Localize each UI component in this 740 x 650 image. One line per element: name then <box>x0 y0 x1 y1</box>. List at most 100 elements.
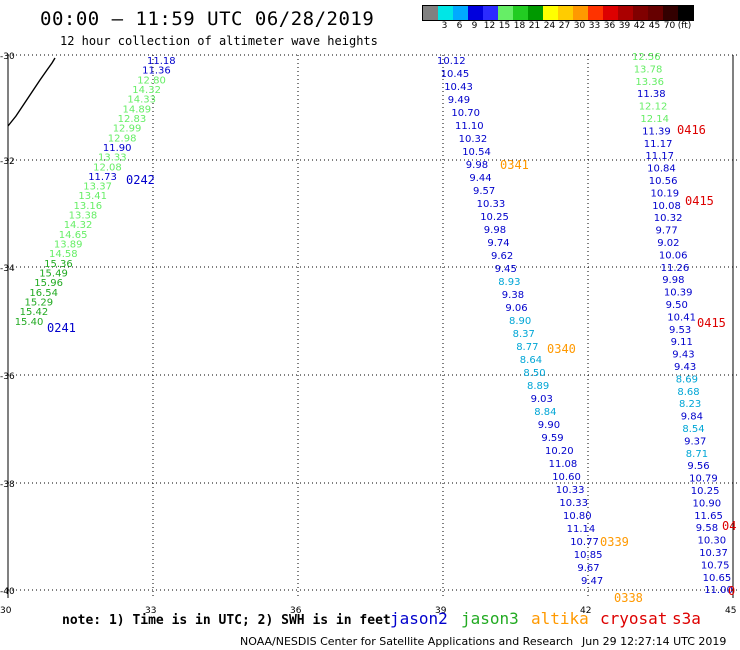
wave-height-value: 13.37 <box>83 182 112 193</box>
wave-height-value: 11.39 <box>642 126 671 137</box>
x-tick-label: 33 <box>145 606 156 616</box>
wave-height-value: 10.06 <box>659 250 688 261</box>
wave-height-value: 9.03 <box>531 394 553 405</box>
wave-height-value: 15.40 <box>15 317 44 328</box>
legend-swatch <box>528 6 543 20</box>
wave-height-value: 9.74 <box>487 238 509 249</box>
wave-height-value: 8.68 <box>677 387 699 398</box>
wave-height-value: 13.41 <box>78 191 107 202</box>
wave-height-value: 10.33 <box>559 498 588 509</box>
legend-labels: 3 6 9 12 15 18 21 24 27 30 33 36 39 42 45 70 (ft) <box>422 21 694 31</box>
legend-label: 70 <box>663 21 676 31</box>
legend-label: 9 <box>471 21 478 31</box>
wave-height-value: 8.23 <box>679 399 701 410</box>
wave-height-value: 10.80 <box>563 511 592 522</box>
satellite-legend-jason2: jason2 <box>390 609 448 628</box>
wave-height-value: 11.17 <box>644 139 673 150</box>
altimeter-tracks: 11.1811.3612.8014.3214.3314.8912.8312.99… <box>15 52 733 596</box>
wave-height-value: 8.50 <box>523 368 545 379</box>
wave-height-value: 10.54 <box>462 147 491 158</box>
wave-height-value: 9.77 <box>656 226 678 237</box>
wave-height-value: 10.08 <box>652 201 681 212</box>
wave-height-value: 15.29 <box>25 298 54 309</box>
wave-height-value: 9.43 <box>672 350 694 361</box>
wave-height-value: 10.65 <box>703 573 732 584</box>
wave-height-value: 10.45 <box>441 69 470 80</box>
footer-note: note: 1) Time is in UTC; 2) SWH is in fe… <box>62 613 391 628</box>
wave-height-value: 9.98 <box>662 275 684 286</box>
wave-height-value: 10.19 <box>651 188 680 199</box>
legend-label: 6 <box>456 21 463 31</box>
wave-height-value: 8.89 <box>527 381 549 392</box>
wave-height-value: 9.98 <box>466 160 488 171</box>
pass-time-label: 0242 <box>126 173 155 187</box>
legend-label: 18 <box>513 21 526 31</box>
legend-label: 21 <box>528 21 541 31</box>
pass-time-label: 0 <box>728 584 735 598</box>
wave-height-value: 11.10 <box>455 121 484 132</box>
wave-height-value: 9.57 <box>473 186 495 197</box>
wave-height-value: 12.12 <box>639 102 668 113</box>
wave-height-value: 11.90 <box>103 143 132 154</box>
wave-height-value: 10.41 <box>667 312 696 323</box>
wave-height-value: 8.90 <box>509 316 531 327</box>
wave-height-value: 13.78 <box>634 64 663 75</box>
pass-time-labels: 0242 0241 0341 0340 0339 0338 0416 0415 0415 04 0 <box>47 123 736 605</box>
wave-height-value: 10.56 <box>649 176 678 187</box>
legend-swatch <box>513 6 528 20</box>
wave-height-value: 12.99 <box>113 124 142 135</box>
legend-swatch <box>543 6 558 20</box>
legend-swatch <box>633 6 648 20</box>
legend-label: 27 <box>558 21 571 31</box>
legend-swatch <box>648 6 663 20</box>
wave-height-value: 8.84 <box>534 407 556 418</box>
legend-swatch <box>498 6 513 20</box>
wave-height-value: 10.84 <box>647 164 676 175</box>
wave-height-value: 11.18 <box>147 56 176 67</box>
wave-height-value: 10.43 <box>444 82 473 93</box>
legend-label: 30 <box>573 21 586 31</box>
wave-height-value: 11.08 <box>549 459 578 470</box>
wave-height-value: 16.54 <box>29 288 58 299</box>
satellite-legend-altika: altika <box>531 609 589 628</box>
wave-height-value: 10.75 <box>701 560 730 571</box>
wave-height-value: 8.37 <box>513 329 535 340</box>
wave-height-value: 10.12 <box>437 56 466 67</box>
wave-height-value: 9.45 <box>495 264 517 275</box>
wave-height-value: 10.77 <box>570 537 599 548</box>
coastline <box>7 57 56 127</box>
wave-height-value: 12.14 <box>640 114 669 125</box>
wave-height-value: 12.98 <box>108 133 137 144</box>
y-tick-label: -32 <box>0 157 15 167</box>
legend-swatch <box>678 6 693 20</box>
legend-swatch <box>663 6 678 20</box>
wave-height-value: 9.49 <box>448 95 470 106</box>
wave-height-value: 9.62 <box>491 251 513 262</box>
pass-time-label: 0341 <box>500 158 529 172</box>
axis-tick-labels: 30 33 36 39 42 45 -30 -32 -34 -36 -38 -40 <box>0 52 736 616</box>
legend-swatch <box>573 6 588 20</box>
wave-height-value: 15.36 <box>44 259 73 270</box>
wave-height-value: 10.20 <box>545 446 574 457</box>
wave-height-value: 15.49 <box>39 269 68 280</box>
legend-label: 3 <box>441 21 448 31</box>
wave-height-value: 8.77 <box>516 342 538 353</box>
wave-height-value: 10.37 <box>699 548 728 559</box>
wave-height-value: 11.36 <box>142 66 171 77</box>
y-tick-label: -34 <box>0 264 15 274</box>
legend-label <box>422 21 437 31</box>
wave-height-value: 13.36 <box>635 77 664 88</box>
satellite-legend-cryosat: cryosat <box>600 609 668 628</box>
y-tick-label: -36 <box>0 372 15 382</box>
wave-height-value: 9.02 <box>657 238 679 249</box>
legend-swatch <box>438 6 453 20</box>
wave-height-value: 14.32 <box>132 85 161 96</box>
wave-height-value: 13.38 <box>69 211 98 222</box>
wave-height-value: 10.60 <box>552 472 581 483</box>
wave-height-value: 9.38 <box>502 290 524 301</box>
wave-height-value: 9.37 <box>684 436 706 447</box>
x-tick-label: 30 <box>0 606 12 616</box>
pass-time-label: 0339 <box>600 535 629 549</box>
wave-height-value: 9.90 <box>538 420 560 431</box>
wave-height-value: 9.47 <box>581 576 603 587</box>
